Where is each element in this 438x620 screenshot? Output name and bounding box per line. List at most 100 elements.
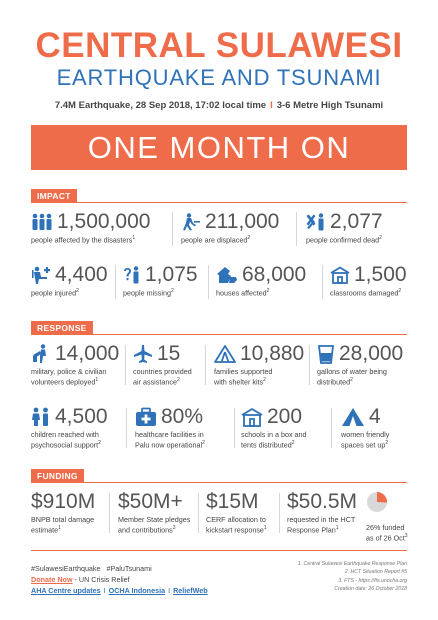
title-line1: CENTRAL SULAWESI: [35, 26, 403, 65]
stat-label: families supported with shelter kits2: [214, 367, 273, 387]
response-section-tag: RESPONSE: [31, 321, 93, 335]
divider: [279, 493, 280, 533]
stat-people-displaced: 211,000 people are displaced2: [181, 211, 279, 245]
stat-label: classrooms damaged2: [330, 288, 402, 298]
footer-links: #SulawesiEarthquake #PaluTsunami Donate …: [31, 563, 208, 596]
creation-date: Creation date: 26 October 2018: [334, 585, 407, 592]
resource-links: AHA Centre updates I OCHA Indonesia I Relief…: [31, 586, 208, 596]
divider: [331, 408, 332, 448]
stat-cerf-allocation: $15M CERF allocation to kickstart respons…: [206, 491, 267, 535]
subtitle-left: 7.4M Earthquake, 28 Sep 2018, 17:02 loca…: [54, 100, 267, 111]
footer-divider: [31, 550, 407, 551]
stat-label: CERF allocation to kickstart response1: [206, 515, 267, 535]
divider: [115, 265, 116, 299]
stat-label: 26% funded as of 26 Oct3: [366, 523, 408, 543]
divider: [208, 265, 209, 299]
stat-label: BNPB total damage estimate1: [31, 515, 95, 535]
children-icon: [31, 407, 51, 427]
divider: [296, 212, 297, 246]
stat-water-gallons: 28,000 gallons of water being distributed…: [317, 343, 403, 387]
impact-section-tag: IMPACT: [31, 189, 77, 203]
subtitle-right: 3-6 Metre High Tsunami: [276, 100, 384, 111]
stat-value: 15: [157, 342, 181, 365]
source-1: 1. Central Sulawesi Earthquake Response …: [297, 561, 407, 567]
stat-label: schools in a box and tents distributed2: [241, 430, 307, 450]
volunteer-icon: [31, 343, 51, 364]
stat-value: 200: [267, 405, 303, 428]
stat-value: 80%: [161, 405, 204, 428]
stat-value: $15M: [206, 490, 259, 513]
aha-centre-link[interactable]: AHA Centre updates: [31, 586, 101, 596]
pie-funded-slice: [377, 492, 387, 503]
divider: [205, 345, 206, 385]
stat-funded-percent: 26% funded as of 26 Oct3: [366, 491, 408, 543]
stat-healthcare-facilities: 80% healthcare facilities in Palu now ope…: [135, 406, 205, 450]
stat-member-pledges: $50M+ Member State pledges and contributi…: [118, 491, 190, 535]
funding-pie: [367, 492, 387, 512]
stat-label: people missing2: [123, 288, 174, 298]
ocha-indonesia-link[interactable]: OCHA Indonesia: [108, 586, 166, 596]
stat-label: women friendly spaces set up2: [341, 430, 390, 450]
title-line2: EARTHQUAKE AND TSUNAMI: [56, 65, 382, 90]
stat-countries-air: 15 countries provided air assistance2: [133, 343, 192, 387]
stat-value: 68,000: [242, 263, 307, 286]
stat-label: countries provided air assistance2: [133, 367, 192, 387]
funding-section-line: [31, 482, 407, 483]
stat-label: people injured2: [31, 288, 79, 298]
stat-people-missing: 1,075 people missing2: [123, 264, 198, 298]
one-month-banner: ONE MONTH ON: [31, 125, 407, 170]
stat-value: 14,000: [55, 342, 120, 365]
hashtags: #SulawesiEarthquake #PaluTsunami: [31, 564, 152, 573]
stat-people-affected: 1,500,000 people affected by the disaste…: [31, 211, 150, 245]
stat-value: 1,075: [145, 263, 198, 286]
reliefweb-link[interactable]: ReliefWeb: [173, 586, 208, 596]
stat-label: Member State pledges and contributions3: [118, 515, 191, 535]
people-group-icon: [31, 213, 53, 231]
house-damaged-icon: [216, 266, 238, 284]
divider: [172, 212, 173, 246]
impact-section-line: [31, 202, 407, 203]
airplane-icon: [133, 344, 153, 364]
stat-value: $50.5M: [287, 490, 358, 513]
stat-value: 4,500: [55, 405, 108, 428]
person-walking-icon: [181, 212, 201, 231]
stat-label: people affected by the disasters1: [31, 235, 136, 245]
response-section-line: [31, 334, 407, 335]
divider: [198, 493, 199, 533]
stat-children-reached: 4,500 children reached with psychosocial …: [31, 406, 108, 450]
school-icon: [241, 407, 263, 427]
stat-label: requested in the HCT Response Plan1: [287, 515, 356, 535]
stat-value: 28,000: [339, 342, 404, 365]
stat-hct-requested: $50.5M requested in the HCT Response Plan…: [287, 491, 357, 535]
subtitle-separator: I: [270, 100, 273, 111]
donate-line: Donate Now - UN Crisis Relief: [31, 575, 130, 585]
stat-value: $50M+: [118, 490, 183, 513]
stat-houses-affected: 68,000 houses affected2: [216, 264, 306, 298]
stat-shelter-kits: 10,880 families supported with shelter ki…: [214, 343, 304, 387]
stat-label: people are displaced2: [181, 235, 251, 245]
stat-value: 4,400: [55, 263, 108, 286]
stat-label: gallons of water being distributed2: [317, 367, 387, 387]
stat-value: 211,000: [205, 210, 280, 233]
stat-label: houses affected2: [216, 288, 270, 298]
stat-volunteers: 14,000 military, police & civilian volunt…: [31, 343, 119, 387]
tent-solid-icon: [341, 407, 365, 427]
funding-section-tag: FUNDING: [31, 469, 84, 483]
stat-label: healthcare facilities in Palu now operati…: [135, 430, 205, 450]
school-icon: [330, 265, 350, 284]
medical-kit-icon: [135, 407, 157, 427]
stat-people-dead: 2,077 people confirmed dead2: [306, 211, 383, 245]
divider: [322, 265, 323, 299]
divider: [109, 493, 110, 533]
source-3: 3. FTS - https://fts.unocha.org: [338, 577, 407, 584]
donate-link[interactable]: Donate Now: [31, 575, 73, 585]
divider: [234, 408, 235, 448]
stat-label: military, police & civilian volunteers de…: [31, 367, 107, 387]
stat-value: 4: [369, 405, 381, 428]
stat-women-spaces: 4 women friendly spaces set up2: [341, 406, 389, 450]
stat-label: children reached with psychosocial suppor…: [31, 430, 101, 450]
subtitle: 7.4M Earthquake, 28 Sep 2018, 17:02 loca…: [0, 100, 438, 111]
water-glass-icon: [317, 344, 335, 364]
person-dead-icon: [306, 212, 326, 231]
divider: [126, 408, 127, 448]
